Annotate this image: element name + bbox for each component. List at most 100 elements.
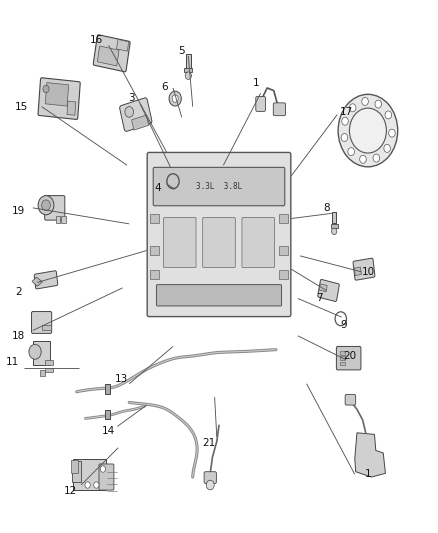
Text: 2: 2 <box>15 287 22 297</box>
Circle shape <box>43 85 49 93</box>
Polygon shape <box>32 277 42 286</box>
FancyBboxPatch shape <box>318 279 339 302</box>
Bar <box>279 214 288 223</box>
Circle shape <box>389 129 395 137</box>
Bar <box>40 370 45 376</box>
FancyBboxPatch shape <box>93 35 130 72</box>
Bar <box>186 54 191 69</box>
Bar <box>150 246 159 255</box>
Bar <box>332 212 336 223</box>
Bar <box>71 459 78 473</box>
Text: 21: 21 <box>203 439 216 448</box>
FancyBboxPatch shape <box>256 96 265 111</box>
FancyBboxPatch shape <box>45 196 65 220</box>
Circle shape <box>342 117 348 125</box>
Circle shape <box>169 91 181 106</box>
Text: 19: 19 <box>12 206 25 215</box>
FancyBboxPatch shape <box>34 271 58 289</box>
Circle shape <box>348 148 354 156</box>
Circle shape <box>375 100 381 108</box>
Circle shape <box>94 482 99 488</box>
Bar <box>331 224 338 228</box>
Bar <box>42 325 51 330</box>
FancyBboxPatch shape <box>156 285 282 306</box>
Text: 15: 15 <box>14 102 28 111</box>
Text: 13: 13 <box>115 375 128 384</box>
Bar <box>184 68 192 72</box>
Bar <box>105 384 110 394</box>
Circle shape <box>85 482 90 488</box>
Bar <box>279 246 288 255</box>
Text: 18: 18 <box>12 331 25 341</box>
FancyBboxPatch shape <box>120 98 152 132</box>
FancyBboxPatch shape <box>242 217 275 268</box>
Text: 16: 16 <box>90 35 103 45</box>
Circle shape <box>206 480 214 490</box>
Circle shape <box>385 111 392 119</box>
Text: 5: 5 <box>178 46 185 55</box>
Bar <box>61 216 66 223</box>
Text: 14: 14 <box>102 426 115 435</box>
Circle shape <box>100 466 106 472</box>
Circle shape <box>38 196 54 215</box>
Bar <box>279 270 288 279</box>
Bar <box>319 284 327 292</box>
Bar <box>340 351 345 355</box>
Circle shape <box>185 72 191 79</box>
Bar <box>45 368 53 373</box>
Circle shape <box>384 144 390 152</box>
Bar <box>97 46 119 66</box>
Circle shape <box>125 107 134 117</box>
FancyBboxPatch shape <box>273 103 286 116</box>
Text: 1: 1 <box>364 470 371 479</box>
Circle shape <box>338 94 398 167</box>
Text: 10: 10 <box>361 267 374 277</box>
Text: 20: 20 <box>343 351 356 361</box>
Circle shape <box>341 133 348 141</box>
FancyBboxPatch shape <box>38 78 80 119</box>
Bar <box>150 270 159 279</box>
Bar <box>354 267 361 276</box>
Circle shape <box>172 95 178 102</box>
Text: 8: 8 <box>323 203 330 213</box>
Bar <box>45 360 53 365</box>
Text: 7: 7 <box>316 294 323 303</box>
Text: 3: 3 <box>128 93 135 102</box>
FancyBboxPatch shape <box>163 217 196 268</box>
Bar <box>56 216 60 223</box>
Circle shape <box>332 228 337 235</box>
Text: 3.3L  3.8L: 3.3L 3.8L <box>196 182 242 191</box>
Bar <box>74 459 106 490</box>
Circle shape <box>42 200 50 211</box>
Bar <box>150 214 159 223</box>
Text: 12: 12 <box>64 487 77 496</box>
Text: 11: 11 <box>6 358 19 367</box>
FancyBboxPatch shape <box>147 152 291 317</box>
Circle shape <box>350 108 386 153</box>
Bar <box>340 362 345 366</box>
Bar <box>45 83 69 106</box>
Circle shape <box>360 155 366 163</box>
Circle shape <box>29 344 41 359</box>
Bar <box>105 410 110 419</box>
Polygon shape <box>355 433 385 477</box>
FancyBboxPatch shape <box>353 258 375 280</box>
Circle shape <box>373 154 380 162</box>
FancyBboxPatch shape <box>204 472 216 483</box>
Text: 6: 6 <box>161 82 168 92</box>
FancyBboxPatch shape <box>336 346 361 370</box>
Text: 9: 9 <box>340 320 347 330</box>
Circle shape <box>350 104 356 112</box>
Bar <box>67 101 76 115</box>
Circle shape <box>362 98 368 106</box>
Text: 4: 4 <box>154 183 161 193</box>
FancyBboxPatch shape <box>32 311 52 334</box>
FancyBboxPatch shape <box>99 464 114 490</box>
FancyBboxPatch shape <box>345 394 356 405</box>
FancyBboxPatch shape <box>153 167 285 206</box>
Bar <box>340 357 345 360</box>
Bar <box>132 115 148 130</box>
Bar <box>117 39 129 51</box>
FancyBboxPatch shape <box>203 217 235 268</box>
Text: 1: 1 <box>253 78 260 87</box>
